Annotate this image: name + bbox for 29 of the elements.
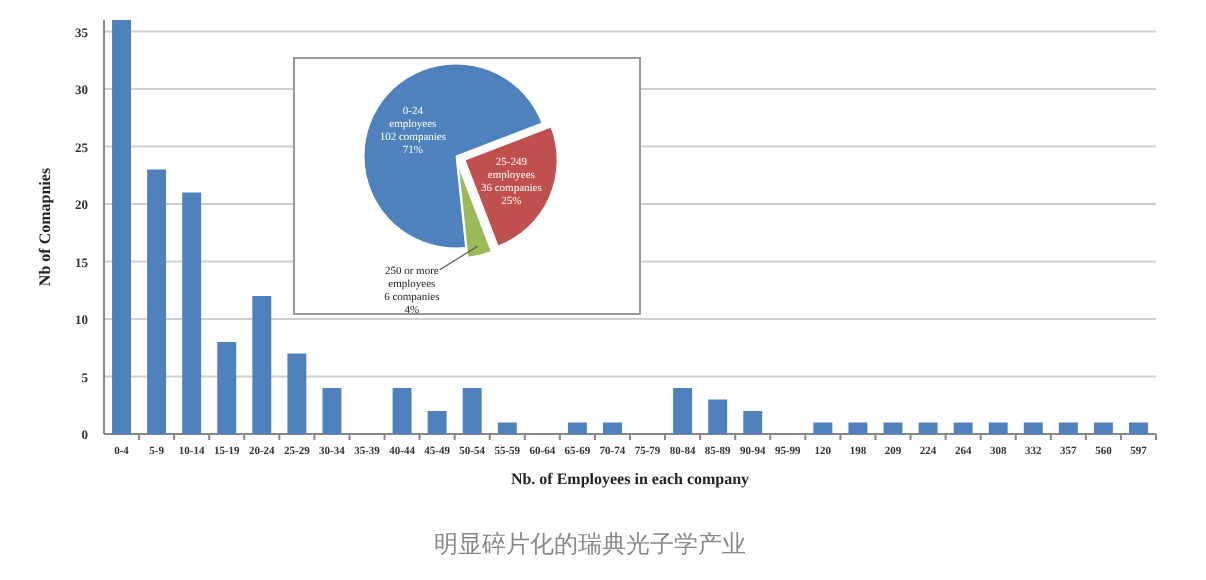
bar [918, 422, 938, 434]
bar [217, 342, 237, 434]
bar [112, 20, 131, 434]
bar [392, 388, 412, 434]
text: 明显碎片化的瑞典光子学产业 [434, 530, 746, 558]
bar [322, 388, 342, 434]
bar [462, 388, 482, 434]
bar [147, 169, 167, 434]
bar [953, 422, 973, 434]
bar [287, 353, 307, 434]
bar [708, 399, 728, 434]
bar [848, 422, 868, 434]
bar [1058, 422, 1078, 434]
bar [567, 422, 587, 434]
bar [1129, 422, 1148, 434]
y-axis-title: Nb of Comapnies [36, 167, 54, 287]
bar [603, 422, 622, 434]
bar [182, 192, 202, 434]
bar [1023, 422, 1043, 434]
bar [497, 422, 517, 434]
bar [743, 411, 763, 434]
bar [988, 422, 1008, 434]
bar [883, 422, 903, 434]
bar [813, 422, 833, 434]
bar [252, 296, 272, 434]
bar [1093, 422, 1113, 434]
x-axis-title: Nb. of Employees in each company [510, 470, 750, 488]
bar [673, 388, 693, 434]
bar [427, 411, 447, 434]
